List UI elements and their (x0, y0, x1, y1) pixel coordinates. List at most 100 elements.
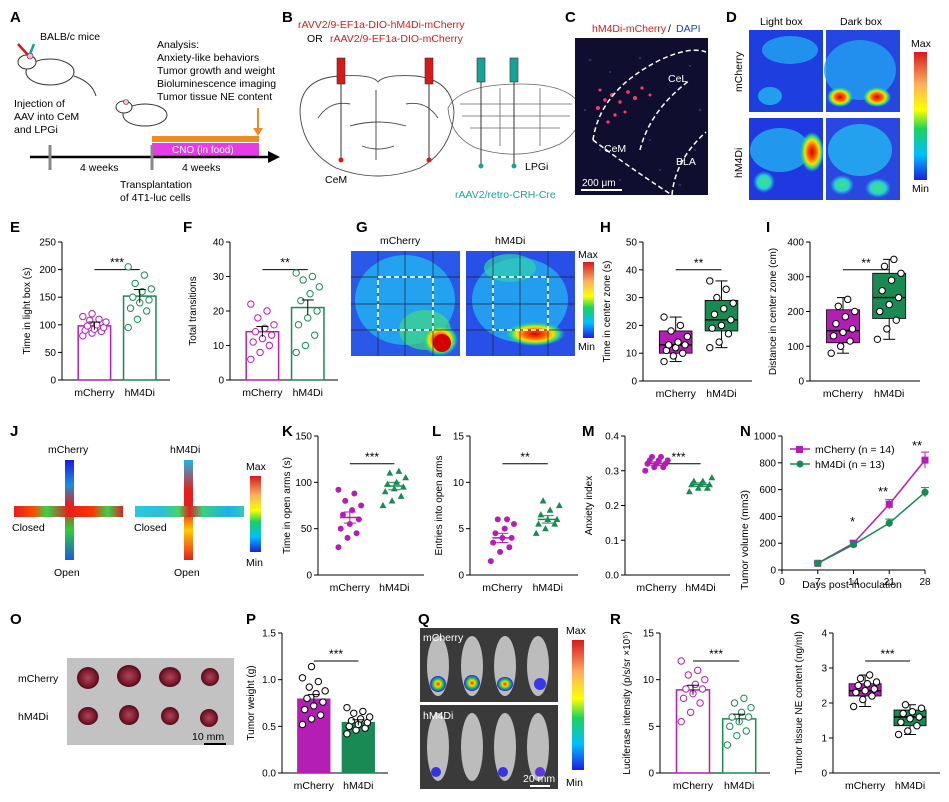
j-max: Max (246, 461, 267, 473)
q-min: Min (566, 777, 583, 789)
x-tick-label: mCherry (242, 387, 283, 399)
data-point (720, 305, 728, 313)
panel-letter-h: H (600, 219, 611, 236)
data-point (254, 314, 262, 322)
n-xlabel: Days post inoculation (802, 579, 902, 591)
data-point (906, 715, 914, 723)
significance-label: ** (694, 256, 704, 270)
x-tick-label: mCherry (656, 388, 697, 400)
data-point (681, 341, 689, 349)
y-axis-label: Tumor weight (g) (246, 665, 257, 740)
mice-bottom (427, 713, 549, 781)
data-point (359, 707, 367, 716)
q-row-mcherry: mCherry (423, 632, 464, 644)
colorbar-g (583, 262, 594, 338)
data-point (873, 335, 882, 343)
x-tick-label: hM4Di (533, 582, 563, 594)
data-point (79, 312, 87, 321)
data-point (313, 307, 321, 315)
data-point (921, 488, 929, 496)
data-point (832, 319, 840, 328)
data-point (504, 516, 511, 523)
data-point (699, 477, 707, 484)
panel-letter-f: F (183, 219, 192, 236)
data-point (353, 530, 360, 537)
data-point (126, 304, 135, 312)
c-title-slash: / (668, 23, 671, 35)
mcherry-cells (596, 86, 652, 124)
label-bla: BLA (676, 156, 696, 168)
y-tick-label: 5 (458, 524, 464, 535)
data-point (660, 313, 668, 321)
y-tick-label: 0.3 (605, 466, 619, 477)
data-point (270, 321, 278, 329)
data-point (256, 348, 264, 357)
data-point (303, 694, 311, 703)
x-tick-label: hM4Di (685, 582, 715, 594)
x-tick-label: 0 (779, 577, 785, 588)
j-row-hm4di: hM4Di (170, 444, 200, 456)
brain-hindbrain (447, 83, 583, 155)
data-point (314, 677, 323, 686)
y-tick-label: 1.0 (262, 675, 276, 686)
n-legend-mcherry: mCherry (n = 14) (815, 444, 895, 456)
y-tick-label: 15 (453, 432, 465, 443)
label-cem-b: CeM (325, 174, 347, 186)
data-point (301, 705, 309, 714)
virus-2: rAAV2/9-EF1a-DIO-mCherry (330, 33, 464, 45)
data-point (138, 287, 146, 296)
data-point (265, 341, 274, 350)
y-tick-label: 2 (821, 699, 827, 710)
data-point (402, 474, 410, 481)
n-legend: mCherry (n = 14) hM4Di (n = 13) (790, 444, 895, 471)
data-point (307, 662, 316, 671)
histology-speckles (583, 56, 702, 187)
x-tick-label: hM4Di (293, 387, 323, 399)
region-outline (592, 49, 707, 196)
y-tick-label: 0 (631, 377, 637, 388)
data-point (305, 683, 313, 691)
panel-o-tumors: mCherry hM4Di 10 mm (18, 658, 234, 745)
y-tick-label: 400 (787, 238, 804, 249)
y-tick-label: 0 (821, 769, 827, 780)
data-point (676, 321, 685, 330)
chart-m: 0.0 0.1 0.2 0.3 0.4 Anxiety index mCherry hM4Di… (584, 432, 730, 594)
data-point (887, 276, 896, 284)
data-point (337, 525, 344, 532)
data-point (356, 715, 365, 723)
data-point (490, 539, 497, 546)
y-tick-label: 50 (301, 524, 313, 535)
data-point (865, 671, 874, 679)
data-point (131, 279, 139, 288)
y-tick-label: 600 (759, 485, 776, 496)
data-point (679, 694, 688, 703)
panel-letter-m: M (582, 423, 595, 440)
data-point (829, 332, 838, 340)
y-tick-label: 10 (643, 675, 655, 686)
panel-letter-a: A (10, 9, 21, 26)
data-point (730, 699, 739, 707)
data-point (335, 486, 342, 493)
y-tick-label: 250 (39, 238, 56, 249)
x-tick-label: 21 (884, 577, 896, 588)
d-min: Min (912, 183, 929, 195)
y-tick-label: 3 (821, 664, 827, 675)
cno-label: CNO (in food) (172, 145, 234, 156)
data-point (251, 328, 260, 336)
data-point (848, 325, 857, 333)
g-col-mcherry: mCherry (380, 235, 421, 247)
data-point (542, 525, 549, 532)
data-point (726, 722, 734, 731)
data-point (312, 689, 320, 698)
series-line (817, 459, 926, 564)
data-point (664, 341, 673, 349)
y-tick-label: 50 (45, 348, 57, 359)
data-point (904, 727, 912, 735)
data-point (386, 469, 394, 476)
y-tick-label: 150 (295, 432, 312, 443)
y-tick-label: 0 (648, 769, 654, 780)
data-point (684, 671, 692, 679)
x-tick-label: 7 (815, 577, 821, 588)
